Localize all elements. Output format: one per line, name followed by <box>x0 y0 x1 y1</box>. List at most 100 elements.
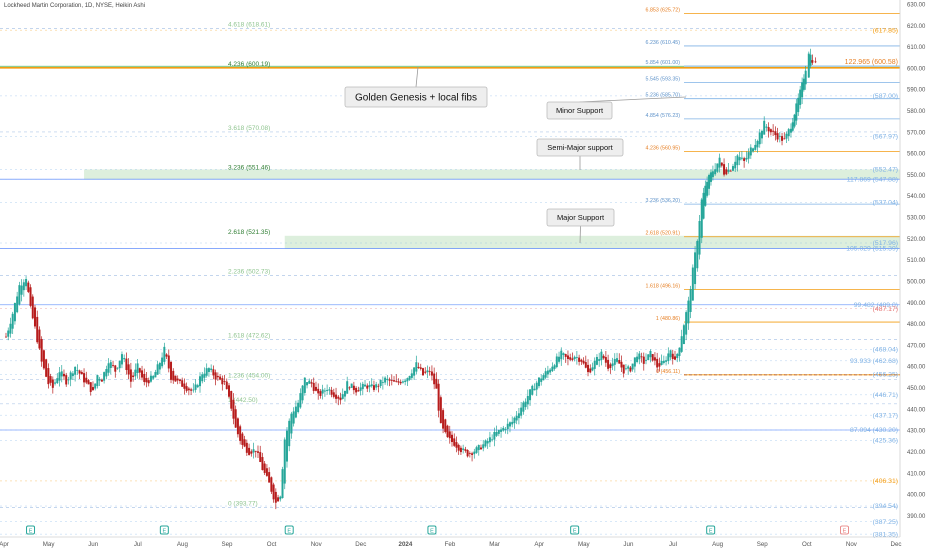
candle-body <box>167 355 170 369</box>
candle-body <box>388 379 391 381</box>
candle-body <box>482 444 485 449</box>
candle-body <box>261 457 264 471</box>
candle-body <box>67 379 70 381</box>
candle-body <box>228 385 230 397</box>
candle-body <box>129 369 132 382</box>
candle-body <box>814 61 817 63</box>
candle-body <box>758 132 761 145</box>
candle-body <box>281 469 284 498</box>
candle-body <box>33 307 36 327</box>
candle-body <box>335 394 338 399</box>
candle-body <box>183 383 186 389</box>
right-level-label: (552.47) <box>873 167 898 174</box>
candle-body <box>401 381 404 383</box>
candle-body <box>776 133 779 140</box>
candle-body <box>437 383 440 411</box>
candle-body <box>239 426 242 441</box>
price-tick-label: 600.00 <box>907 66 926 72</box>
candle-body <box>804 70 807 85</box>
right-level-label: 87.094 (430.20) <box>850 427 898 434</box>
earnings-marker-label: E <box>430 529 434 535</box>
candle-body <box>462 448 465 450</box>
candle-body <box>457 444 460 451</box>
candle-body <box>350 383 353 388</box>
candle-body <box>616 358 619 362</box>
callout: Minor Support <box>546 96 687 120</box>
right-level-label: 93.933 (462.68) <box>850 358 898 365</box>
time-tick-label: Nov <box>311 541 323 548</box>
candle-body <box>656 358 659 368</box>
candle-body <box>760 130 763 139</box>
local-fib-label: 6.236 (610.45) <box>646 40 681 46</box>
right-level-label: (456.25) <box>873 372 898 379</box>
candle-body <box>230 391 233 409</box>
candle-body <box>265 468 268 476</box>
candle-body <box>377 385 380 387</box>
candle-body <box>578 357 581 362</box>
support-zone <box>84 169 901 180</box>
candle-body <box>152 376 155 379</box>
time-tick-label: Aug <box>177 541 189 548</box>
candle-body <box>484 440 487 447</box>
candle-body <box>192 389 195 391</box>
candle-body <box>361 383 364 390</box>
time-tick-label: Apr <box>0 541 9 548</box>
candle-body <box>138 368 141 373</box>
right-level-label: 117.869 (547.88) <box>847 176 898 183</box>
time-tick-label: Jun <box>623 541 634 548</box>
right-level-label: (537.04) <box>873 200 898 207</box>
candle-body <box>708 174 711 189</box>
candle-body <box>176 378 179 381</box>
price-tick-label: 540.00 <box>907 194 926 200</box>
candle-body <box>747 152 750 159</box>
candle-body <box>56 378 59 384</box>
callout-text: Major Support <box>557 213 605 222</box>
candle-body <box>13 303 16 322</box>
candle-body <box>426 370 429 373</box>
candle-body <box>624 368 627 370</box>
candle-body <box>540 378 543 382</box>
candle-body <box>60 371 63 377</box>
candle-body <box>745 157 748 160</box>
candle-body <box>763 120 766 135</box>
candle-body <box>38 329 41 349</box>
callouts: Golden Genesis + local fibs Minor Support… <box>344 66 687 244</box>
candle-body <box>504 429 507 430</box>
candle-body <box>96 375 99 387</box>
candle-body <box>116 367 119 369</box>
candle-body <box>620 361 623 368</box>
candle-body <box>352 385 355 391</box>
candle-body <box>435 378 438 389</box>
right-level-label: (387.25) <box>873 519 898 526</box>
candle-body <box>163 346 166 362</box>
candle-body <box>78 370 81 374</box>
candle-body <box>158 362 161 370</box>
candle-body <box>439 397 442 424</box>
right-level-label: 99.482 (489.0) <box>854 302 898 309</box>
candle-body <box>704 185 707 206</box>
candle-body <box>386 378 389 381</box>
candle-body <box>477 445 480 451</box>
candle-body <box>301 385 304 401</box>
candle-body <box>332 392 335 397</box>
candle-body <box>729 170 732 172</box>
candle-body <box>294 406 297 418</box>
candle-body <box>156 364 159 375</box>
candle-body <box>502 427 505 431</box>
fib-level-label: 3.618 (570.08) <box>228 125 270 132</box>
candle-body <box>727 169 730 172</box>
candle-body <box>326 389 329 392</box>
candle-body <box>393 380 396 382</box>
price-tick-label: 440.00 <box>907 407 926 413</box>
candle-body <box>787 129 790 137</box>
candle-body <box>65 375 68 385</box>
time-tick-label: Oct <box>802 541 812 548</box>
candle-body <box>529 389 532 401</box>
time-tick-label: May <box>43 541 56 548</box>
candle-body <box>560 350 563 360</box>
candle-body <box>203 373 206 378</box>
candle-body <box>314 386 317 391</box>
fib-levels: 4.618 (618.61) 4.236 (600.19) 3.618 (570.0… <box>0 7 900 538</box>
candle-body <box>793 114 796 127</box>
